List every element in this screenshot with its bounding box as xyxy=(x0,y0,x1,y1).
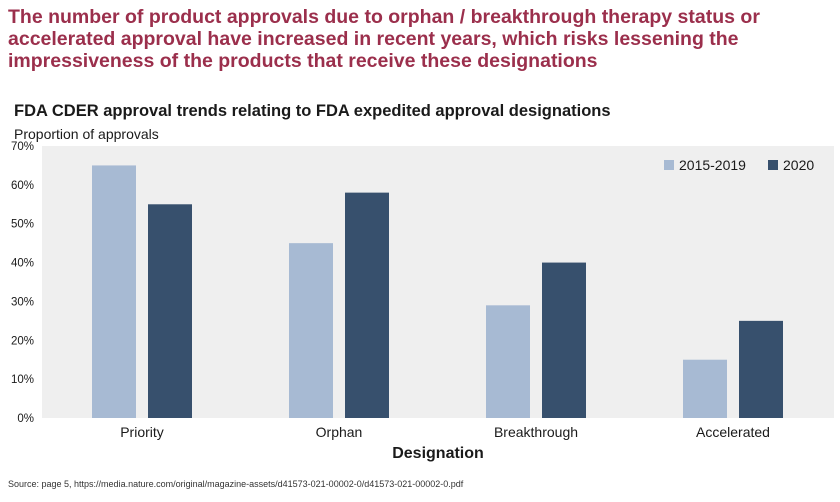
bar-chart: 0% 10% 20% 30% 40% 50% 60% 70% Priority Orphan Br… xyxy=(11,141,834,462)
x-axis: Priority Orphan Breakthrough Accelerated xyxy=(120,424,770,440)
y-tick-label: 0% xyxy=(17,413,34,425)
legend-label: 2015-2019 xyxy=(679,157,746,173)
legend: 2015-2019 2020 xyxy=(664,157,814,173)
y-tick-label: 40% xyxy=(11,258,34,270)
x-tick-label: Breakthrough xyxy=(494,424,578,440)
x-tick-label: Accelerated xyxy=(696,424,770,440)
headline: The number of product approvals due to o… xyxy=(8,6,760,72)
legend-swatch xyxy=(768,160,778,170)
y-tick-label: 30% xyxy=(11,296,34,308)
legend-swatch xyxy=(664,160,674,170)
bar-orphan-2020 xyxy=(345,192,389,418)
x-tick-label: Orphan xyxy=(316,424,363,440)
bar-priority-2020 xyxy=(148,204,192,418)
bar-breakthrough-2020 xyxy=(542,262,586,418)
y-tick-label: 70% xyxy=(11,141,34,153)
y-tick-label: 60% xyxy=(11,180,34,192)
legend-label: 2020 xyxy=(783,157,814,173)
x-axis-label: Designation xyxy=(392,445,484,462)
bar-priority-2015-2019 xyxy=(92,165,136,418)
bars xyxy=(92,165,783,418)
chart-subtitle: Proportion of approvals xyxy=(14,126,159,142)
bar-accelerated-2020 xyxy=(739,320,783,418)
bar-orphan-2015-2019 xyxy=(289,243,333,418)
y-tick-label: 10% xyxy=(11,374,34,386)
y-axis: 0% 10% 20% 30% 40% 50% 60% 70% xyxy=(11,141,34,425)
bar-accelerated-2015-2019 xyxy=(683,359,727,418)
x-tick-label: Priority xyxy=(120,424,164,440)
y-tick-label: 50% xyxy=(11,219,34,231)
chart-title: FDA CDER approval trends relating to FDA… xyxy=(14,102,611,120)
y-tick-label: 20% xyxy=(11,335,34,347)
bar-breakthrough-2015-2019 xyxy=(486,305,530,418)
source-note: Source: page 5, https://media.nature.com… xyxy=(8,479,464,489)
